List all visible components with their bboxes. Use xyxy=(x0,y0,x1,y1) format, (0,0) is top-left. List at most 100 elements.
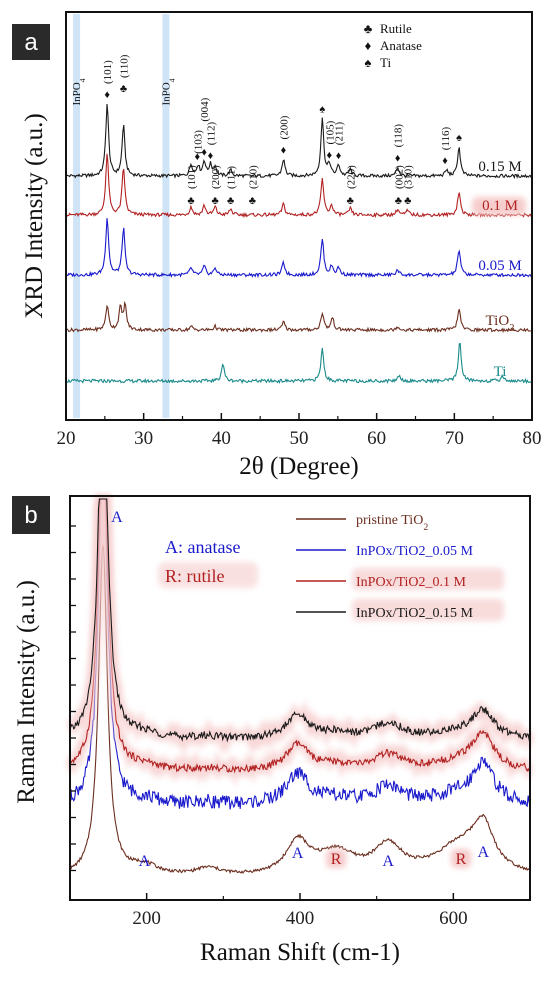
raman-notes: A: anatase R: rutile xyxy=(158,537,258,588)
panel-a-badge xyxy=(12,24,50,60)
raman-y-ticks xyxy=(70,525,76,872)
raman-x-tick-label: 600 xyxy=(439,908,468,929)
xrd-x-tick-label: 20 xyxy=(57,428,76,449)
xrd-series-line xyxy=(65,153,533,218)
raman-x-tick-label: 200 xyxy=(132,908,161,929)
xrd-series-label: Ti xyxy=(494,364,507,380)
raman-y-axis-title: Raman Intensity (a.u.) xyxy=(13,580,40,804)
xrd-series-label: 0.15 M xyxy=(478,159,521,175)
xrd-legend-symbol: ♦ xyxy=(365,38,372,53)
raman-peak-label-glow xyxy=(326,849,347,868)
xrd-anatase-hkl: (112) xyxy=(205,121,217,145)
xrd-anatase-hkl: (116) xyxy=(440,126,452,150)
xrd-anatase-hkl: (103) xyxy=(192,130,204,154)
raman-peak-label: A xyxy=(139,853,151,870)
xrd-anatase-marker: ♦ xyxy=(326,149,332,161)
raman-x-axis-title: Raman Shift (cm-1) xyxy=(200,939,400,966)
xrd-anatase-hkl: (200) xyxy=(278,115,290,139)
xrd-legend-symbol: ♣ xyxy=(364,21,373,36)
xrd-legend: ♣ Rutile ♦ Anatase ♠ Ti xyxy=(364,21,422,70)
xrd-series-line xyxy=(65,218,533,279)
xrd-rutile-hkl: (210) xyxy=(247,165,259,189)
xrd-highlight-label: InPO4 xyxy=(71,78,87,105)
xrd-anatase-hkl: (105) xyxy=(324,120,336,144)
xrd-anatase-hkl: (004) xyxy=(199,97,211,121)
raman-legend-label: pristine TiO2 xyxy=(356,513,428,533)
xrd-rutile-hkl: (310) xyxy=(403,165,415,189)
xrd-series-label-glow xyxy=(472,197,526,215)
panel-a-letter: a xyxy=(24,29,38,56)
xrd-rutile-hkl: (101) xyxy=(186,165,198,189)
raman-legend-glow xyxy=(352,568,504,590)
xrd-anatase-marker: ♦ xyxy=(281,144,287,156)
raman-series-line xyxy=(69,498,531,810)
panel-b-letter: b xyxy=(24,502,37,529)
raman-x-tick-label: 400 xyxy=(286,908,315,929)
xrd-anatase-marker: ♦ xyxy=(208,150,214,162)
xrd-x-tick-label: 70 xyxy=(445,428,464,449)
xrd-x-tick-label: 30 xyxy=(134,428,153,449)
xrd-rutile-marker: ♣ xyxy=(395,195,402,207)
xrd-rutile-marker: ♣ xyxy=(227,195,234,207)
xrd-rutile-hkl: (002) xyxy=(393,165,405,189)
raman-legend-glow xyxy=(352,599,504,621)
xrd-highlight-bands: InPO4 InPO4 xyxy=(71,14,176,418)
raman-series-line xyxy=(69,545,531,875)
xrd-series-group: 0.15 M 0.1 M 0.05 M TiO2 Ti xyxy=(65,103,533,385)
panel-b: b AA A R A R A 200 400 600 Raman Shift (cm-1) R… xyxy=(12,495,534,966)
raman-note-rutile-glow xyxy=(158,562,258,588)
xrd-ti-marker: ♠ xyxy=(319,103,325,115)
xrd-x-tick-label: 60 xyxy=(367,428,386,449)
xrd-rutile-marker: ♣ xyxy=(120,83,127,95)
xrd-series-line xyxy=(65,300,533,334)
xrd-anatase-marker: ♦ xyxy=(104,89,110,101)
xrd-annotation-group: ♦(101)♦(103)♦(004)♦(112)♦(200)♦(105)♦(21… xyxy=(102,54,462,207)
xrd-legend-label: Anatase xyxy=(380,38,422,53)
xrd-series-label: 0.1 M xyxy=(482,198,518,214)
xrd-rutile-hkl: (111) xyxy=(226,166,238,189)
xrd-x-tick-label: 50 xyxy=(290,428,309,449)
xrd-x-tick-label: 80 xyxy=(523,428,542,449)
raman-series-line xyxy=(69,498,531,743)
raman-peak-label: R xyxy=(456,851,467,868)
xrd-rutile-hkl: (200) xyxy=(210,165,222,189)
xrd-series-label: 0.05 M xyxy=(478,258,521,274)
raman-peak-label: A xyxy=(477,844,489,861)
raman-note-anatase: A: anatase xyxy=(165,537,240,557)
xrd-x-axis-title: 2θ (Degree) xyxy=(239,453,359,480)
xrd-anatase-marker: ♦ xyxy=(194,151,200,163)
xrd-anatase-marker: ♦ xyxy=(336,150,342,162)
raman-note-rutile: R: rutile xyxy=(165,566,225,586)
xrd-y-axis-title: XRD Intensity (a.u.) xyxy=(21,113,48,319)
xrd-ti-marker: ♠ xyxy=(456,132,462,144)
raman-peak-label: A xyxy=(382,853,394,870)
xrd-anatase-hkl: (118) xyxy=(393,124,405,148)
raman-x-ticks: 200 400 600 xyxy=(69,893,531,929)
xrd-series-line xyxy=(65,103,533,180)
panel-b-badge xyxy=(12,496,50,534)
raman-peak-label: R xyxy=(331,851,342,868)
raman-peak-label: A xyxy=(292,845,304,862)
xrd-legend-symbol: ♠ xyxy=(365,55,372,70)
xrd-anatase-marker: ♦ xyxy=(201,147,207,159)
raman-peak-label-glow xyxy=(451,849,471,868)
xrd-rutile-hkl: (220) xyxy=(345,165,357,189)
xrd-series-line xyxy=(65,342,533,385)
xrd-highlight-label: InPO4 xyxy=(160,78,176,105)
raman-series-group xyxy=(66,495,534,875)
raman-peak-label-group: AA A R A R A xyxy=(111,509,489,870)
xrd-rutile-hkl: (110) xyxy=(118,54,130,78)
xrd-anatase-hkl: (211) xyxy=(334,121,346,145)
xrd-x-ticks: 20 30 40 50 60 70 80 xyxy=(57,413,542,449)
xrd-rutile-marker: ♣ xyxy=(212,195,219,207)
xrd-rutile-marker: ♣ xyxy=(347,195,354,207)
xrd-anatase-hkl: (101) xyxy=(102,60,114,84)
raman-series-line xyxy=(69,498,531,774)
xrd-rutile-marker: ♣ xyxy=(187,195,194,207)
raman-legend-label: InPOx/TiO2_0.15 M xyxy=(356,606,474,621)
raman-legend-label: InPOx/TiO2_0.05 M xyxy=(356,544,474,559)
xrd-highlight-band xyxy=(162,14,170,418)
xrd-legend-label: Rutile xyxy=(380,21,412,36)
